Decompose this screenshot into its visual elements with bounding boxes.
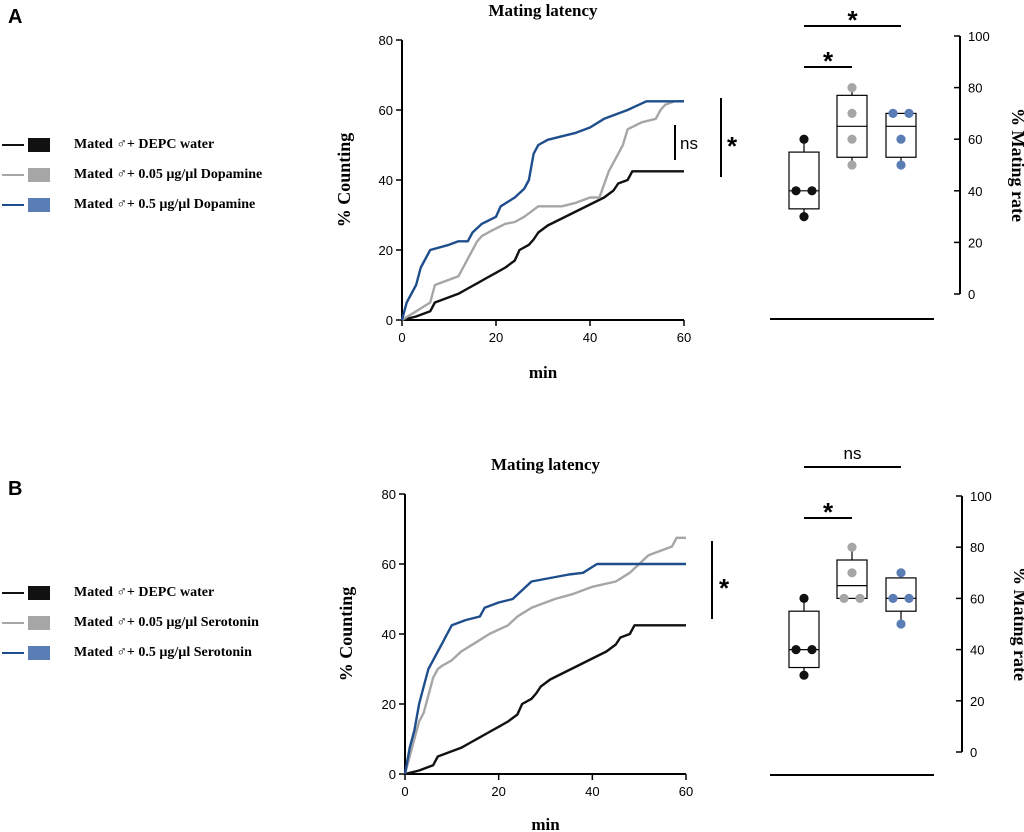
data-point: [799, 670, 809, 680]
data-point: [904, 593, 914, 604]
data-point: [904, 108, 914, 118]
legend-line-swatch: [2, 652, 24, 654]
series-line: [401, 170, 684, 322]
y-tick-label: 80: [379, 33, 393, 48]
box-body: [788, 151, 820, 210]
data-point: [799, 212, 809, 222]
series-line: [404, 624, 686, 776]
x-tick-label: 20: [489, 330, 503, 345]
y-tick-label: 40: [382, 627, 396, 642]
data-point: [896, 568, 906, 578]
data-point: [847, 83, 857, 93]
y-tick-label: 80: [970, 540, 984, 555]
y-tick-label: 60: [382, 557, 396, 572]
data-point: [799, 134, 809, 144]
y-tick-label: 40: [968, 184, 982, 199]
significance-label: ns: [844, 444, 862, 463]
y-tick-label: 0: [386, 313, 393, 328]
legend-line-swatch: [2, 592, 24, 594]
y-tick-label: 40: [970, 643, 984, 658]
x-axis-label: min: [531, 815, 560, 832]
y-axis-label: % Counting: [334, 133, 354, 228]
y-tick-label: 20: [970, 694, 984, 709]
data-point: [791, 186, 801, 196]
box-body: [788, 610, 820, 669]
legend-line-swatch: [2, 204, 24, 206]
x-tick-label: 40: [585, 784, 599, 799]
significance-label: *: [823, 46, 834, 76]
legend-box-swatch: [28, 586, 50, 600]
panel-label-b: B: [8, 478, 23, 500]
y-tick-label: 0: [970, 745, 977, 760]
x-tick-label: 20: [491, 784, 505, 799]
y-tick-label: 80: [382, 487, 396, 502]
data-point: [888, 593, 898, 604]
y-tick-label: 60: [970, 591, 984, 606]
significance-label: ns: [680, 134, 698, 153]
legend-label: Mated ♂+ 0.05 µg/µl Serotonin: [74, 615, 259, 630]
legend-line-swatch: [2, 144, 24, 146]
y-tick-label: 20: [379, 243, 393, 258]
series-line: [403, 536, 686, 775]
y-axis-label: % Mating rate: [1010, 567, 1024, 681]
legend-box-swatch: [28, 168, 50, 182]
x-tick-label: 60: [679, 784, 693, 799]
y-tick-label: 0: [968, 287, 975, 302]
data-point: [799, 593, 809, 604]
series-line: [403, 562, 686, 775]
data-point: [847, 134, 857, 144]
legend-label: Mated ♂+ 0.5 µg/µl Dopamine: [74, 197, 256, 212]
data-point: [888, 108, 898, 118]
legend-label: Mated ♂+ 0.05 µg/µl Dopamine: [74, 167, 263, 182]
data-point: [807, 186, 817, 196]
y-tick-label: 60: [968, 132, 982, 147]
series-line: [400, 100, 684, 321]
data-point: [839, 593, 849, 604]
legend-label: Mated ♂+ DEPC water: [74, 137, 215, 152]
y-tick-label: 40: [379, 173, 393, 188]
x-tick-label: 60: [677, 330, 691, 345]
legend-line-swatch: [2, 622, 24, 624]
chart-title: Mating latency: [488, 1, 598, 20]
data-point: [896, 619, 906, 629]
y-axis-label: % Counting: [336, 587, 356, 682]
y-axis-label: % Mating rate: [1008, 108, 1024, 222]
y-tick-label: 60: [379, 103, 393, 118]
panel-label-a: A: [8, 6, 23, 28]
x-tick-label: 0: [401, 784, 408, 799]
x-axis-label: min: [529, 363, 558, 382]
data-point: [847, 568, 857, 578]
significance-label: *: [823, 497, 834, 527]
legend-box-swatch: [28, 616, 50, 630]
data-point: [847, 160, 857, 170]
significance-label: *: [847, 5, 858, 35]
legend-box-swatch: [28, 198, 50, 212]
legend-line-swatch: [2, 174, 24, 176]
chart-title: Mating latency: [491, 455, 601, 474]
y-tick-label: 100: [968, 29, 990, 44]
data-point: [847, 542, 857, 552]
x-tick-label: 40: [583, 330, 597, 345]
y-tick-label: 20: [968, 235, 982, 250]
x-tick-label: 0: [398, 330, 405, 345]
data-point: [791, 645, 801, 655]
legend-box-swatch: [28, 138, 50, 152]
significance-label: *: [727, 131, 738, 161]
data-point: [896, 160, 906, 170]
data-point: [896, 134, 906, 144]
data-point: [855, 593, 865, 604]
y-tick-label: 100: [970, 489, 992, 504]
y-tick-label: 80: [968, 81, 982, 96]
significance-label: *: [719, 573, 730, 603]
legend-label: Mated ♂+ DEPC water: [74, 585, 215, 600]
box-body: [836, 559, 868, 600]
series-line: [401, 100, 684, 322]
legend-box-swatch: [28, 646, 50, 660]
y-tick-label: 0: [389, 767, 396, 782]
legend-label: Mated ♂+ 0.5 µg/µl Serotonin: [74, 645, 252, 660]
data-point: [847, 108, 857, 118]
y-tick-label: 20: [382, 697, 396, 712]
data-point: [807, 645, 817, 655]
